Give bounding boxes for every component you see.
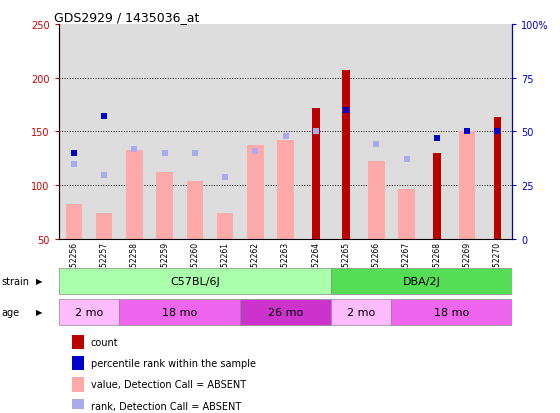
Text: 26 mo: 26 mo (268, 307, 303, 317)
Bar (66, 204, 82, 240)
Bar (59, 25, 89, 240)
Point (221, 174, 230, 180)
Text: count: count (91, 337, 118, 347)
Bar (452, 25, 482, 240)
Bar (422, 25, 452, 240)
Bar (331, 299, 391, 325)
Bar (459, 132, 475, 240)
Point (130, 146, 139, 153)
Bar (331, 268, 512, 294)
Point (69, 161, 78, 168)
Bar (186, 182, 203, 240)
Point (372, 142, 381, 148)
Bar (72, 377, 84, 392)
Text: C57BL/6J: C57BL/6J (170, 276, 220, 286)
Text: 18 mo: 18 mo (435, 307, 469, 317)
Point (251, 148, 260, 155)
Text: strain: strain (2, 276, 30, 286)
Text: rank, Detection Call = ABSENT: rank, Detection Call = ABSENT (91, 401, 241, 411)
Bar (72, 399, 84, 413)
Bar (361, 25, 391, 240)
Text: 2 mo: 2 mo (75, 307, 103, 317)
Point (311, 129, 320, 135)
Bar (96, 214, 113, 240)
Bar (270, 25, 301, 240)
Bar (312, 109, 320, 240)
Point (100, 114, 109, 121)
Bar (59, 268, 331, 294)
Point (402, 157, 411, 164)
Bar (493, 118, 501, 240)
Point (160, 150, 169, 157)
Bar (210, 25, 240, 240)
Point (342, 107, 351, 114)
Bar (119, 299, 240, 325)
Bar (247, 146, 264, 240)
Bar (301, 25, 331, 240)
Text: GDS2929 / 1435036_at: GDS2929 / 1435036_at (54, 11, 199, 24)
Bar (150, 25, 180, 240)
Point (100, 172, 109, 178)
Point (493, 129, 502, 135)
Bar (72, 356, 84, 370)
Point (463, 129, 472, 135)
Text: DBA/2J: DBA/2J (403, 276, 441, 286)
Point (190, 150, 199, 157)
Text: ▶: ▶ (36, 277, 43, 286)
Point (432, 135, 441, 142)
Text: value, Detection Call = ABSENT: value, Detection Call = ABSENT (91, 380, 246, 389)
Bar (240, 25, 270, 240)
Bar (331, 25, 361, 240)
Point (281, 133, 290, 140)
Bar (72, 335, 84, 349)
Bar (180, 25, 210, 240)
Text: 2 mo: 2 mo (347, 307, 375, 317)
Bar (217, 214, 234, 240)
Text: 18 mo: 18 mo (162, 307, 197, 317)
Bar (240, 299, 331, 325)
Bar (89, 25, 119, 240)
Bar (126, 150, 143, 240)
Text: ▶: ▶ (36, 308, 43, 317)
Bar (368, 161, 385, 240)
Bar (398, 189, 415, 240)
Bar (391, 25, 422, 240)
Text: age: age (2, 307, 20, 317)
Bar (391, 299, 512, 325)
Bar (59, 299, 119, 325)
Bar (156, 173, 173, 240)
Bar (482, 25, 512, 240)
Bar (119, 25, 150, 240)
Text: percentile rank within the sample: percentile rank within the sample (91, 358, 255, 368)
Bar (342, 71, 350, 240)
Bar (277, 141, 294, 240)
Point (69, 150, 78, 157)
Bar (433, 154, 441, 240)
